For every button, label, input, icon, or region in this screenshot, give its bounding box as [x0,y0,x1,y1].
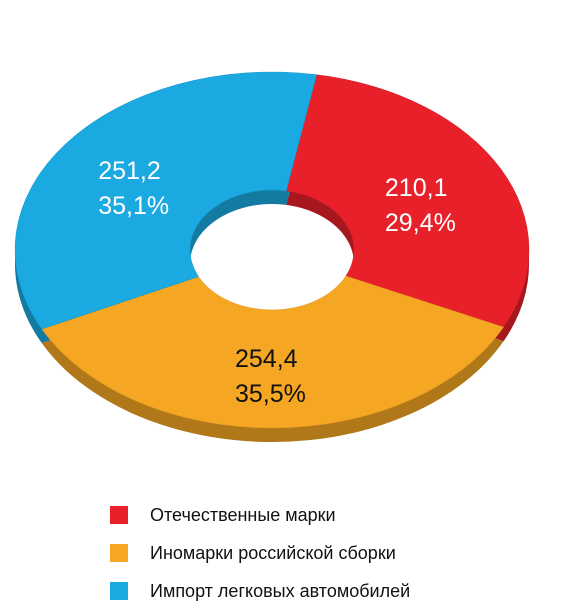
percentage-label: 35,5% [235,380,306,408]
value-label: 254,4 [235,345,298,373]
legend-swatch [110,582,128,600]
legend-swatch [110,544,128,562]
percentage-label: 35,1% [98,192,169,220]
legend-label: Отечественные марки [150,505,336,525]
legend-label: Иномарки российской сборки [150,543,396,563]
value-label: 251,2 [98,157,161,185]
legend-label: Импорт легковых автомобилей [150,581,410,601]
percentage-label: 29,4% [385,209,456,237]
value-label: 210,1 [385,174,448,202]
donut-segment [285,74,530,328]
donut-segment [14,71,317,330]
donut-segment [41,275,505,429]
legend-swatch [110,506,128,524]
